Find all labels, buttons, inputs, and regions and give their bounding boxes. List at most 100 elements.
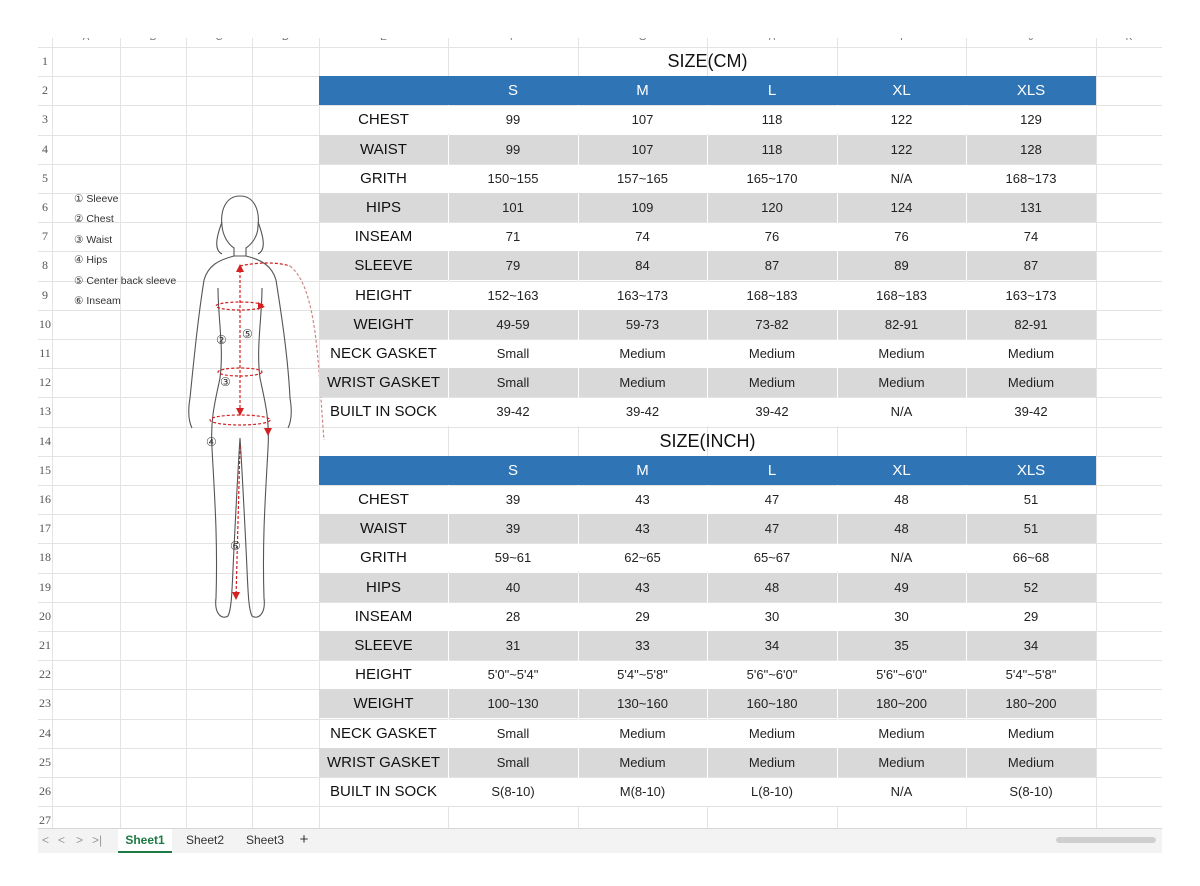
row-header-12[interactable]: 12 bbox=[39, 375, 51, 390]
row-label-cell[interactable]: NECK GASKET bbox=[330, 724, 437, 742]
last-sheet-button[interactable]: >| bbox=[92, 833, 103, 847]
value-cell[interactable]: 35 bbox=[894, 638, 909, 653]
value-cell[interactable]: 71 bbox=[505, 229, 521, 245]
value-cell[interactable]: 131 bbox=[1020, 200, 1042, 215]
row-label-cell[interactable]: HEIGHT bbox=[355, 286, 412, 304]
value-cell[interactable]: Medium bbox=[748, 725, 796, 741]
value-cell[interactable]: 165~170 bbox=[746, 170, 798, 186]
row-header-27[interactable]: 27 bbox=[39, 813, 51, 828]
value-cell[interactable]: 120 bbox=[761, 200, 783, 215]
value-cell[interactable]: 33 bbox=[635, 638, 650, 653]
value-cell[interactable]: 43 bbox=[635, 521, 650, 537]
value-cell[interactable]: 107 bbox=[631, 112, 654, 128]
inch-header-cell[interactable]: M bbox=[636, 461, 649, 479]
column-header-e[interactable]: E bbox=[319, 38, 448, 46]
value-cell[interactable]: 87 bbox=[1023, 258, 1039, 274]
value-cell[interactable]: 128 bbox=[1020, 141, 1042, 157]
row-label-cell[interactable]: SLEEVE bbox=[354, 257, 413, 275]
value-cell[interactable]: L(8-10) bbox=[751, 784, 793, 799]
value-cell[interactable]: Medium bbox=[619, 725, 666, 741]
value-cell[interactable]: M(8-10) bbox=[619, 784, 666, 799]
value-cell[interactable]: 48 bbox=[764, 579, 780, 595]
value-cell[interactable]: 87 bbox=[764, 258, 780, 274]
value-cell[interactable]: 180~200 bbox=[876, 696, 927, 712]
row-header-6[interactable]: 6 bbox=[42, 200, 48, 214]
next-sheet-button[interactable]: > bbox=[76, 833, 84, 847]
row-label-cell[interactable]: INSEAM bbox=[354, 228, 413, 246]
row-header-16[interactable]: 16 bbox=[39, 492, 51, 506]
value-cell[interactable]: 43 bbox=[635, 492, 650, 507]
column-header-i[interactable]: I bbox=[837, 38, 966, 46]
cm-header-cell[interactable]: XLS bbox=[1016, 82, 1046, 100]
value-cell[interactable]: 39-42 bbox=[1014, 404, 1048, 420]
row-header-5[interactable]: 5 bbox=[42, 170, 48, 185]
value-cell[interactable]: Medium bbox=[1007, 754, 1055, 770]
cm-header-cell[interactable]: S bbox=[507, 82, 518, 100]
value-cell[interactable]: 59~61 bbox=[494, 550, 532, 566]
value-cell[interactable]: 124 bbox=[890, 200, 913, 215]
column-header-d[interactable]: D bbox=[252, 38, 319, 46]
row-header-26[interactable]: 26 bbox=[39, 784, 51, 798]
value-cell[interactable]: Medium bbox=[878, 754, 925, 770]
row-header-24[interactable]: 24 bbox=[39, 725, 51, 740]
row-label-cell[interactable]: SLEEVE bbox=[354, 637, 413, 654]
value-cell[interactable]: 39-42 bbox=[625, 404, 660, 420]
value-cell[interactable]: 107 bbox=[631, 141, 654, 157]
value-cell[interactable]: Medium bbox=[878, 725, 925, 741]
value-cell[interactable]: 74 bbox=[635, 229, 650, 245]
value-cell[interactable]: 129 bbox=[1020, 112, 1042, 128]
value-cell[interactable]: Medium bbox=[1007, 375, 1055, 391]
row-header-8[interactable]: 8 bbox=[42, 258, 48, 273]
value-cell[interactable]: Small bbox=[496, 725, 530, 741]
tab-sheet1[interactable]: Sheet1 bbox=[118, 829, 172, 853]
value-cell[interactable]: 168~183 bbox=[746, 287, 798, 303]
value-cell[interactable]: 163~173 bbox=[1005, 287, 1057, 303]
value-cell[interactable]: 47 bbox=[764, 492, 780, 507]
value-cell[interactable]: Medium bbox=[878, 375, 925, 391]
cm-header-cell[interactable]: XL bbox=[892, 82, 911, 100]
row-header-1[interactable]: 1 bbox=[42, 54, 48, 68]
value-cell[interactable]: 82-91 bbox=[1014, 316, 1048, 332]
value-cell[interactable]: 82-91 bbox=[884, 316, 919, 332]
value-cell[interactable]: S(8-10) bbox=[1009, 784, 1053, 799]
value-cell[interactable]: N/A bbox=[890, 404, 913, 420]
horizontal-scrollbar[interactable] bbox=[1056, 837, 1156, 843]
row-label-cell[interactable]: CHEST bbox=[358, 491, 409, 508]
cm-header-cell[interactable]: L bbox=[767, 82, 777, 100]
value-cell[interactable]: 34 bbox=[764, 638, 780, 653]
value-cell[interactable]: 100~130 bbox=[487, 696, 539, 712]
value-cell[interactable]: 29 bbox=[635, 608, 650, 624]
value-cell[interactable]: N/A bbox=[890, 784, 913, 799]
row-label-cell[interactable]: WEIGHT bbox=[353, 315, 414, 333]
column-header-a[interactable]: A bbox=[52, 38, 120, 46]
value-cell[interactable]: 39 bbox=[505, 492, 521, 507]
column-header-c[interactable]: C bbox=[186, 38, 252, 46]
value-cell[interactable]: 49-59 bbox=[496, 316, 530, 332]
row-label-cell[interactable]: BUILT IN SOCK bbox=[330, 783, 437, 800]
value-cell[interactable]: Medium bbox=[748, 346, 796, 361]
value-cell[interactable]: 163~173 bbox=[617, 287, 668, 303]
row-header-3[interactable]: 3 bbox=[42, 112, 48, 127]
value-cell[interactable]: 65~67 bbox=[753, 550, 791, 566]
value-cell[interactable]: 73-82 bbox=[755, 316, 789, 332]
value-cell[interactable]: 39-42 bbox=[496, 404, 530, 420]
row-header-25[interactable]: 25 bbox=[39, 754, 51, 769]
value-cell[interactable]: 150~155 bbox=[487, 170, 539, 186]
add-sheet-button[interactable]: + bbox=[299, 831, 309, 848]
value-cell[interactable]: Medium bbox=[619, 754, 666, 770]
value-cell[interactable]: 59-73 bbox=[625, 316, 660, 332]
value-cell[interactable]: Small bbox=[496, 346, 530, 361]
value-cell[interactable]: 43 bbox=[635, 579, 650, 595]
value-cell[interactable]: 51 bbox=[1023, 521, 1039, 537]
row-label-cell[interactable]: GRITH bbox=[360, 169, 407, 187]
value-cell[interactable]: 34 bbox=[1023, 638, 1039, 653]
row-label-cell[interactable]: WRIST GASKET bbox=[326, 753, 441, 771]
row-header-18[interactable]: 18 bbox=[39, 550, 51, 565]
inch-header-cell[interactable]: L bbox=[767, 461, 777, 479]
value-cell[interactable]: 5'0"~5'4" bbox=[487, 667, 539, 683]
tab-sheet2[interactable]: Sheet2 bbox=[185, 833, 225, 847]
value-cell[interactable]: Medium bbox=[1007, 725, 1055, 741]
value-cell[interactable]: 84 bbox=[635, 258, 650, 274]
value-cell[interactable]: N/A bbox=[890, 170, 913, 186]
row-header-21[interactable]: 21 bbox=[39, 638, 51, 652]
